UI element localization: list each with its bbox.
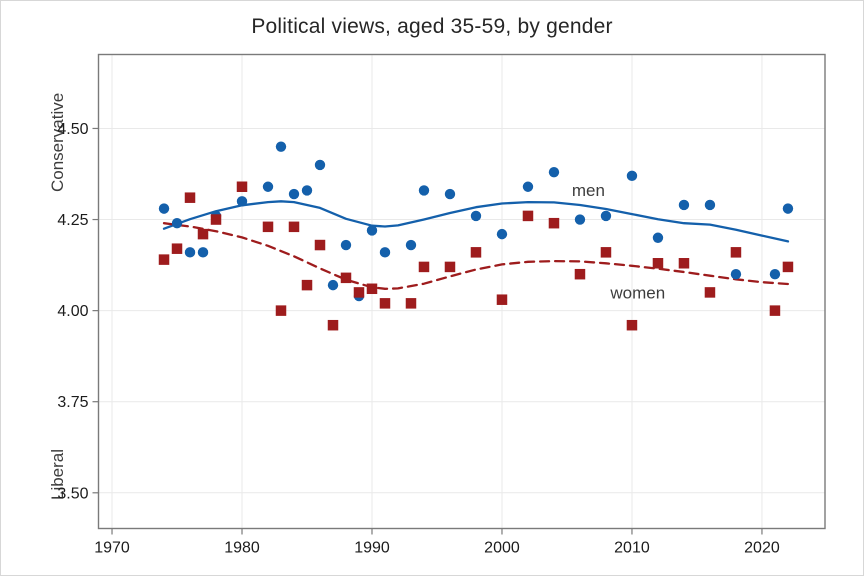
men-point (314, 159, 326, 171)
women-point (301, 279, 313, 291)
men-point (574, 214, 586, 225)
women-point (678, 258, 690, 269)
men-point (171, 217, 183, 229)
women-point (379, 298, 391, 309)
x-tick-label: 1990 (354, 540, 390, 557)
y-tick-label: 3.50 (57, 485, 88, 502)
women-point (275, 305, 287, 316)
men-point (184, 247, 196, 258)
men-point (626, 170, 638, 182)
women-point (288, 221, 300, 233)
men-point (496, 228, 508, 240)
men-point (522, 181, 534, 192)
x-tick-label: 2010 (614, 540, 650, 557)
women-point (574, 268, 586, 280)
men-point (366, 225, 378, 236)
women-point (704, 287, 716, 298)
women-point (418, 261, 430, 273)
men-point (405, 239, 417, 251)
women-point (496, 294, 508, 305)
women-point (522, 210, 534, 222)
men-point (262, 181, 274, 192)
women-point (769, 305, 781, 316)
men-point (444, 188, 456, 200)
series-label-men: men (572, 181, 605, 200)
men-point (470, 210, 482, 222)
women-point (340, 272, 352, 284)
men-point (548, 166, 560, 178)
women-point (548, 217, 560, 229)
men-point (158, 203, 170, 214)
men-point (678, 199, 690, 211)
series-label-women: women (609, 283, 665, 302)
women-point (171, 243, 183, 254)
men-point (730, 268, 742, 280)
men-point (600, 210, 612, 222)
women-point (366, 283, 378, 295)
y-tick-label: 4.50 (57, 121, 88, 138)
men-point (704, 199, 716, 211)
women-point (730, 247, 742, 258)
y-tick-label: 4.00 (57, 303, 88, 320)
women-point (600, 247, 612, 258)
chart-title: Political views, aged 35-59, by gender (251, 15, 613, 38)
women-point (782, 261, 794, 273)
women-point (236, 181, 248, 193)
y-tick-label: 4.25 (57, 212, 88, 229)
men-point (782, 203, 794, 214)
men-trend-line (162, 200, 790, 243)
men-point (236, 196, 248, 207)
women-point (210, 214, 222, 225)
men-point (197, 247, 209, 258)
men-point (379, 247, 391, 258)
women-point (314, 239, 326, 251)
women-point (158, 254, 170, 265)
women-point (626, 319, 638, 331)
x-tick-label: 2020 (744, 540, 780, 557)
women-point (444, 261, 456, 273)
y-tick-label: 3.75 (57, 394, 88, 411)
x-tick-label: 1970 (94, 540, 130, 557)
men-point (275, 141, 287, 152)
women-point (470, 247, 482, 258)
men-point (418, 185, 430, 196)
women-point (197, 228, 209, 240)
women-point (405, 298, 417, 309)
women-point (184, 192, 196, 203)
men-point (769, 268, 781, 280)
x-tick-label: 1980 (224, 540, 260, 557)
men-point (327, 279, 339, 291)
plot-border (97, 53, 826, 530)
x-tick-label: 2000 (484, 540, 520, 557)
women-point (262, 221, 274, 233)
women-point (652, 258, 664, 269)
men-point (340, 239, 352, 251)
women-point (353, 287, 365, 298)
men-point (652, 232, 664, 243)
men-point (288, 188, 300, 200)
women-point (327, 319, 339, 331)
men-point (301, 185, 313, 196)
women-trend-line (162, 222, 790, 290)
